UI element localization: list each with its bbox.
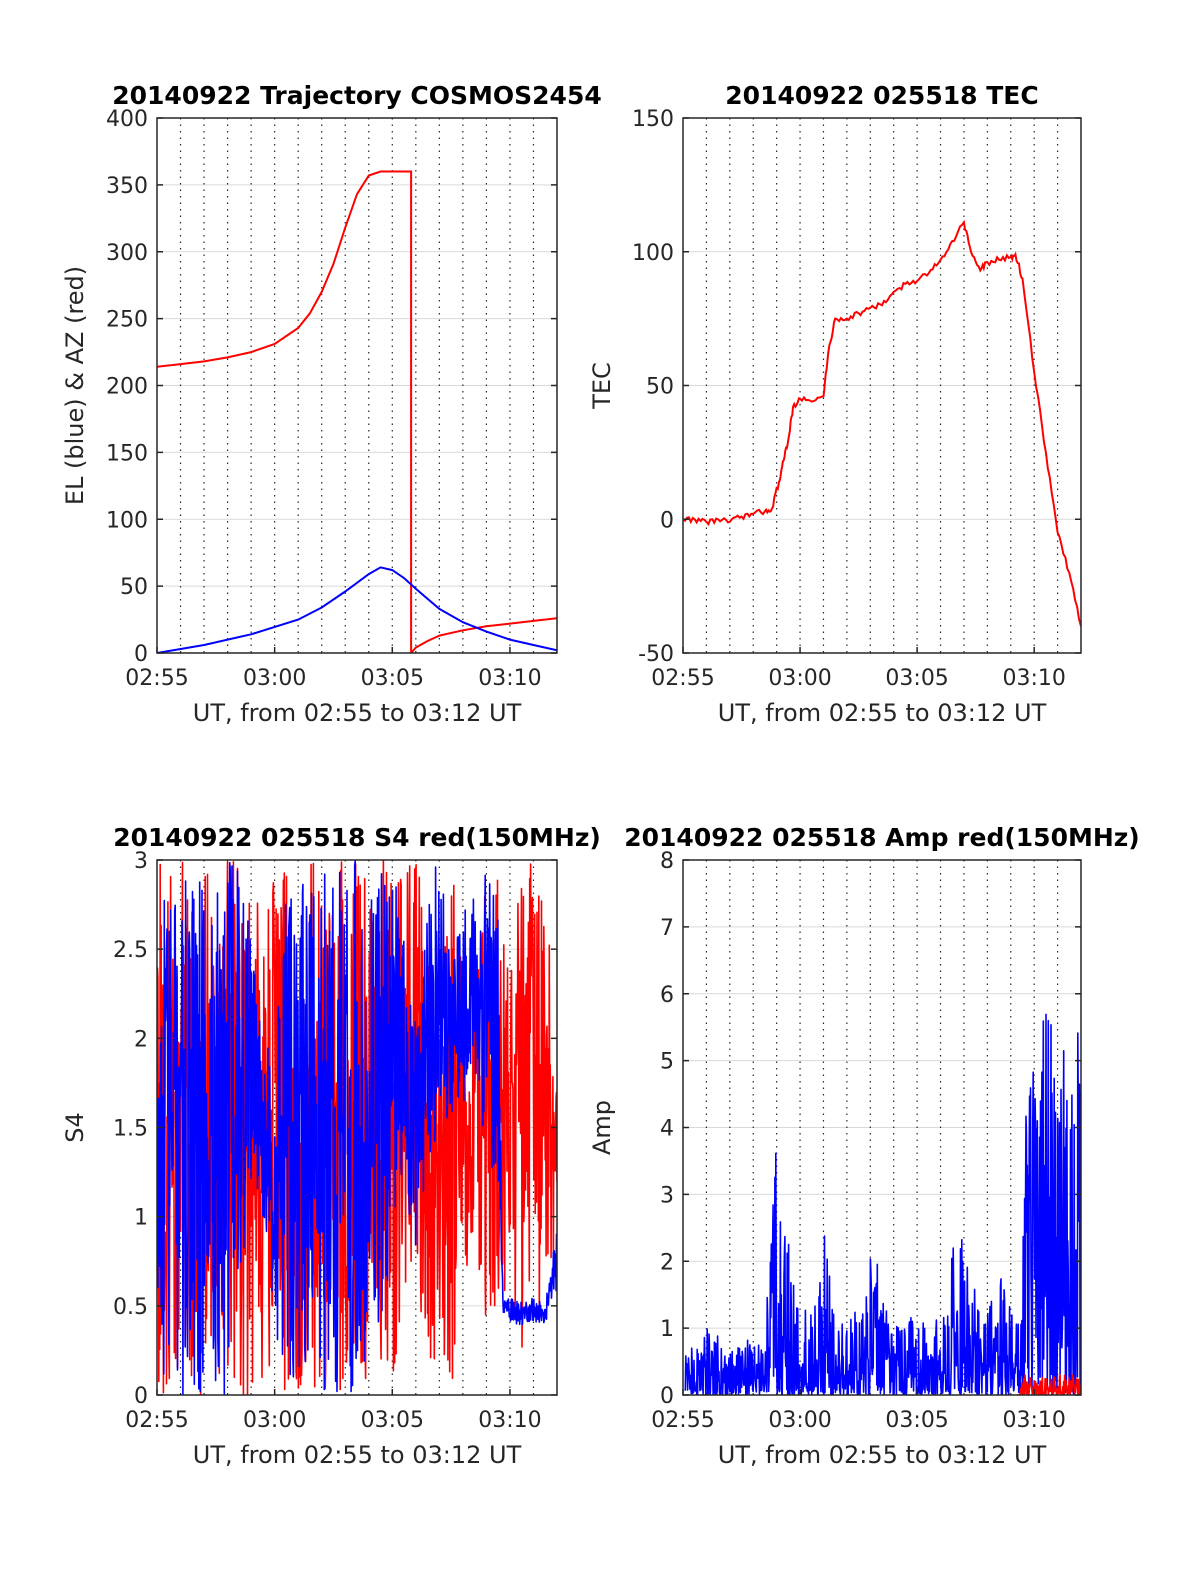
x-tick-label: 03:00 xyxy=(768,666,831,691)
y-tick-label: 8 xyxy=(660,849,674,874)
x-tick-label: 03:00 xyxy=(243,1408,306,1433)
chart-panel-3: 0 0.5 1 1.5 2 2.5 3 02:55 03:00 03:05 03:10 2014092… xyxy=(61,823,601,1469)
y-tick-label: 350 xyxy=(106,174,148,199)
y-tick-label: 50 xyxy=(120,575,148,600)
y-axis-label: TEC xyxy=(588,362,616,410)
y-tick-label: 1 xyxy=(660,1317,674,1342)
plot-area xyxy=(684,1013,1081,1395)
y-tick-label: 100 xyxy=(632,241,674,266)
x-tick-label: 02:55 xyxy=(651,666,714,691)
y-tick-label: 200 xyxy=(106,375,148,400)
y-tick-label: -50 xyxy=(638,642,674,667)
y-tick-label: 1 xyxy=(134,1206,148,1231)
x-tick-label: 03:05 xyxy=(885,666,948,691)
y-tick-label: 400 xyxy=(106,107,148,132)
chart-panel-4: 0 1 2 3 4 5 6 7 8 02:55 03:00 03:05 03:10 20140922 02… xyxy=(588,823,1140,1469)
y-tick-label: 1.5 xyxy=(113,1117,148,1142)
y-tick-label: 0 xyxy=(134,1384,148,1409)
x-tick-label: 03:05 xyxy=(885,1408,948,1433)
plot-area xyxy=(157,860,557,1395)
chart-title: 20140922 Trajectory COSMOS2454 xyxy=(112,81,602,110)
x-tick-label: 03:10 xyxy=(478,1408,541,1433)
y-tick-label: 3 xyxy=(134,849,148,874)
series-signal-1 xyxy=(684,1013,1081,1395)
x-tick-label: 03:00 xyxy=(243,666,306,691)
y-tick-label: 150 xyxy=(106,441,148,466)
x-tick-label: 03:10 xyxy=(1002,666,1065,691)
y-tick-label: 3 xyxy=(660,1183,674,1208)
series-line-1 xyxy=(683,219,1081,627)
chart-panel-1: 0 50 100 150 200 250 300 350 400 02:55 03:00 03:05 0… xyxy=(61,81,602,727)
chart-title: 20140922 025518 TEC xyxy=(725,81,1038,110)
x-tick-label: 02:55 xyxy=(651,1408,714,1433)
series-signal-2 xyxy=(1017,1374,1081,1395)
y-tick-label: 2 xyxy=(660,1250,674,1275)
y-tick-label: 0 xyxy=(660,1384,674,1409)
y-tick-label: 6 xyxy=(660,983,674,1008)
x-axis-label: UT, from 02:55 to 03:12 UT xyxy=(193,1441,522,1469)
series-signal-2 xyxy=(157,860,557,1395)
plot-area xyxy=(683,219,1081,627)
y-tick-label: 250 xyxy=(106,308,148,333)
x-tick-label: 03:05 xyxy=(361,666,424,691)
y-tick-label: 100 xyxy=(106,508,148,533)
x-axis-label: UT, from 02:55 to 03:12 UT xyxy=(193,699,522,727)
plot-area xyxy=(157,170,557,653)
x-tick-label: 03:05 xyxy=(361,1408,424,1433)
x-tick-label: 02:55 xyxy=(125,1408,188,1433)
y-tick-label: 5 xyxy=(660,1050,674,1075)
y-axis-label: EL (blue) & AZ (red) xyxy=(61,266,89,505)
x-axis-label: UT, from 02:55 to 03:12 UT xyxy=(718,1441,1047,1469)
series-line-1 xyxy=(157,170,557,653)
y-tick-label: 7 xyxy=(660,916,674,941)
x-tick-label: 03:10 xyxy=(1002,1408,1065,1433)
y-axis-label: S4 xyxy=(61,1112,89,1143)
y-tick-label: 4 xyxy=(660,1117,674,1142)
chart-panel-2: -50 0 50 100 150 02:55 03:00 03:05 03:10 20140922… xyxy=(588,81,1082,727)
x-tick-label: 03:00 xyxy=(768,1408,831,1433)
chart-title: 20140922 025518 Amp red(150MHz) xyxy=(624,823,1140,852)
y-tick-label: 0 xyxy=(134,642,148,667)
y-tick-label: 300 xyxy=(106,241,148,266)
x-tick-label: 03:10 xyxy=(478,666,541,691)
y-tick-label: 0.5 xyxy=(113,1295,148,1320)
y-tick-label: 2 xyxy=(134,1027,148,1052)
x-tick-label: 02:55 xyxy=(125,666,188,691)
x-axis-label: UT, from 02:55 to 03:12 UT xyxy=(718,699,1047,727)
chart-title: 20140922 025518 S4 red(150MHz) xyxy=(113,823,601,852)
y-axis-label: Amp xyxy=(588,1100,616,1155)
y-tick-label: 150 xyxy=(632,107,674,132)
y-tick-label: 50 xyxy=(646,375,674,400)
y-tick-label: 0 xyxy=(660,508,674,533)
series-line-2 xyxy=(157,566,557,653)
y-tick-label: 2.5 xyxy=(113,938,148,963)
